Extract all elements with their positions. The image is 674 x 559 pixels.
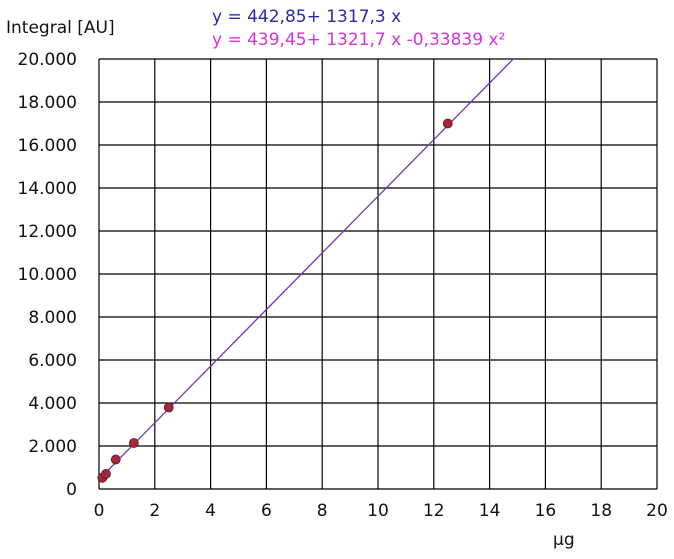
y-tick-label-0: 0 — [66, 480, 77, 500]
data-point-5 — [442, 118, 453, 129]
quadratic-equation-label: y = 439,45+ 1321,7 x -0,33839 x² — [212, 30, 505, 50]
y-axis-label: Integral [AU] — [6, 18, 115, 38]
y-tick-label-7: 14.000 — [18, 179, 77, 199]
tick-labels: 0 2 4 6 8 10 12 14 16 18 20 0 2.000 4.000 6.000 8.000 10… — [18, 50, 668, 521]
data-point-3 — [128, 438, 139, 448]
grid — [98, 58, 658, 490]
x-tick-label-2: 4 — [205, 501, 216, 521]
x-tick-label-4: 8 — [317, 501, 328, 521]
data-point-2 — [110, 454, 121, 465]
x-tick-label-3: 6 — [261, 501, 272, 521]
x-axis-label: µg — [553, 530, 575, 550]
y-tick-label-8: 16.000 — [18, 136, 77, 156]
linear-equation-label: y = 442,85+ 1317,3 x — [212, 7, 401, 27]
x-tick-label-1: 2 — [149, 501, 160, 521]
data-point-4 — [163, 402, 174, 413]
x-tick-label-0: 0 — [94, 501, 105, 521]
y-tick-label-3: 6.000 — [28, 351, 77, 371]
data-point-1 — [101, 469, 111, 479]
y-tick-label-1: 2.000 — [28, 437, 77, 457]
x-tick-label-5: 10 — [367, 501, 389, 521]
y-tick-label-2: 4.000 — [28, 394, 77, 414]
y-tick-label-4: 8.000 — [28, 308, 77, 328]
data-points — [97, 118, 453, 483]
x-tick-label-8: 16 — [535, 501, 557, 521]
x-tick-label-9: 18 — [590, 501, 612, 521]
y-tick-label-10: 20.000 — [18, 50, 77, 70]
y-tick-label-6: 12.000 — [18, 222, 77, 242]
x-tick-label-10: 20 — [646, 501, 668, 521]
x-tick-label-6: 12 — [423, 501, 445, 521]
y-tick-label-5: 10.000 — [18, 265, 77, 285]
y-tick-label-9: 18.000 — [18, 93, 77, 113]
x-tick-label-7: 14 — [479, 501, 501, 521]
